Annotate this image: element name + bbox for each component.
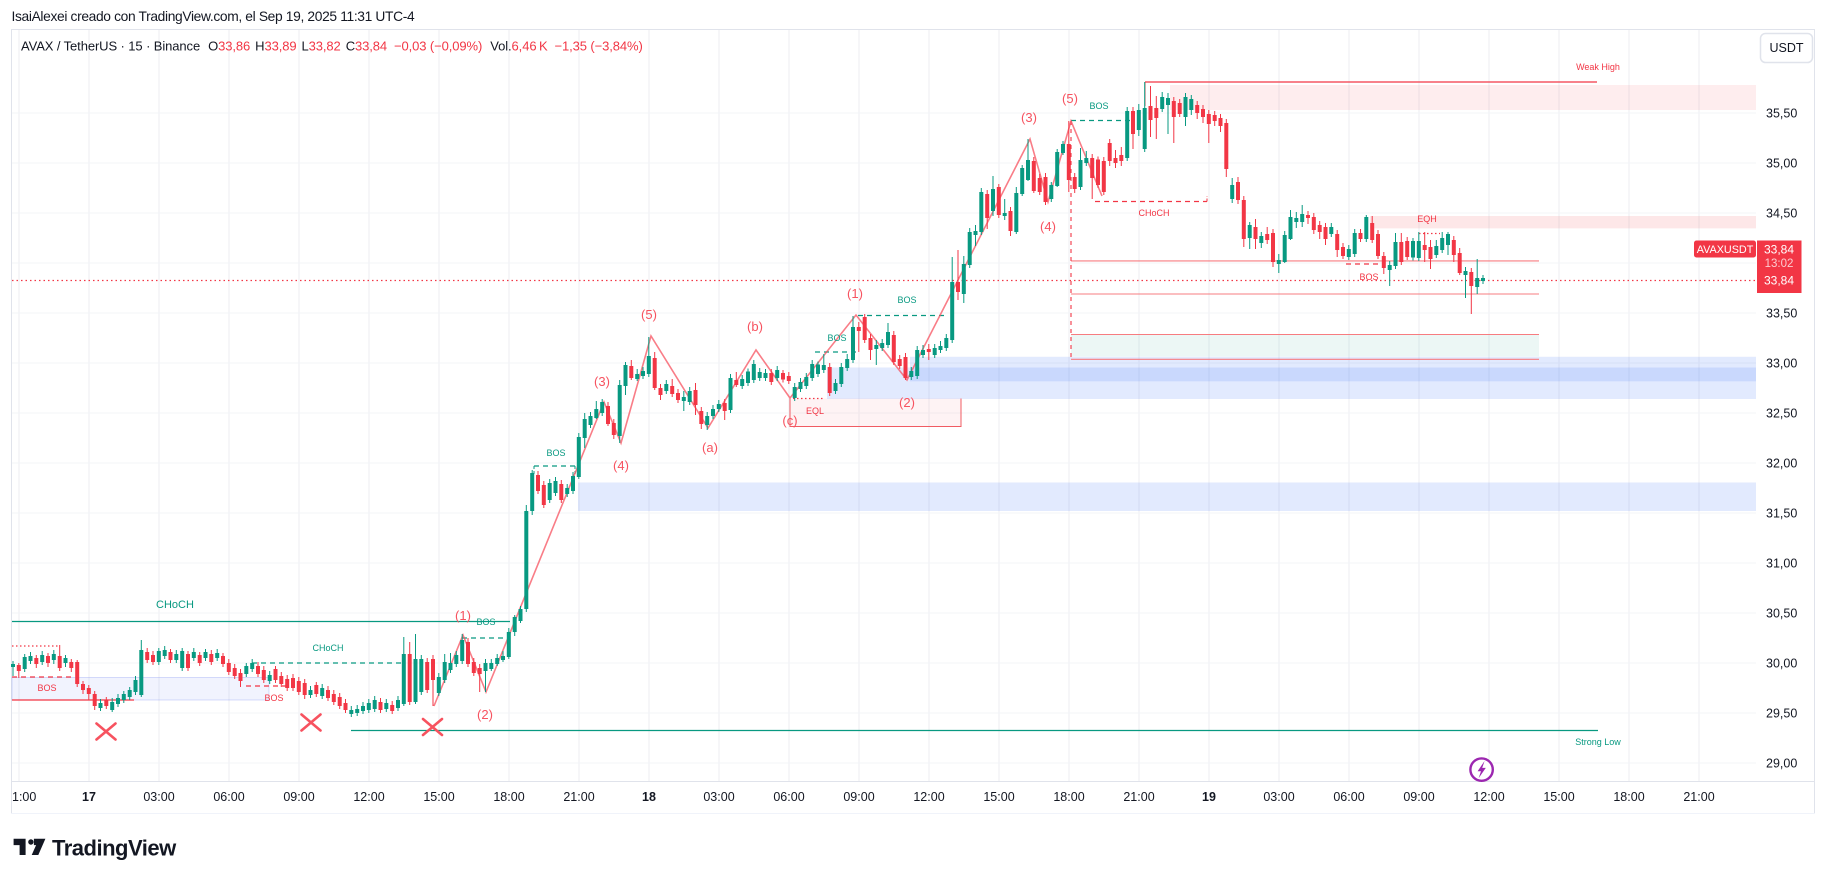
svg-text:TradingView: TradingView — [52, 836, 177, 861]
svg-text:(c): (c) — [782, 413, 797, 428]
svg-text:EQH: EQH — [1417, 214, 1437, 224]
svg-text:BOS: BOS — [264, 693, 283, 703]
svg-text:33,00: 33,00 — [1766, 357, 1797, 371]
svg-text:CHoCH: CHoCH — [156, 599, 194, 611]
svg-text:15:00: 15:00 — [1543, 790, 1574, 804]
svg-text:(3): (3) — [594, 374, 610, 389]
svg-text:IsaiAlexei creado con TradingV: IsaiAlexei creado con TradingView.com, e… — [12, 9, 415, 24]
svg-text:12:00: 12:00 — [913, 790, 944, 804]
svg-text:17: 17 — [82, 790, 96, 804]
svg-text:(a): (a) — [702, 440, 718, 455]
svg-text:21:00: 21:00 — [563, 790, 594, 804]
svg-text:15:00: 15:00 — [983, 790, 1014, 804]
svg-text:Weak High: Weak High — [1576, 62, 1620, 72]
svg-text:03:00: 03:00 — [143, 790, 174, 804]
svg-text:(2): (2) — [477, 707, 493, 722]
svg-text:(5): (5) — [1062, 91, 1078, 106]
svg-text:BOS: BOS — [897, 295, 916, 305]
svg-text:(4): (4) — [1040, 219, 1056, 234]
svg-text:33,84: 33,84 — [1764, 243, 1794, 257]
svg-text:33,50: 33,50 — [1766, 307, 1797, 321]
svg-text:09:00: 09:00 — [283, 790, 314, 804]
svg-text:30,00: 30,00 — [1766, 657, 1797, 671]
svg-text:(2): (2) — [899, 395, 915, 410]
svg-text:32,00: 32,00 — [1766, 457, 1797, 471]
svg-text:CHoCH: CHoCH — [1138, 208, 1169, 218]
svg-text:BOS: BOS — [476, 617, 495, 627]
svg-text:32,50: 32,50 — [1766, 407, 1797, 421]
svg-text:30,50: 30,50 — [1766, 607, 1797, 621]
svg-text:12:00: 12:00 — [1473, 790, 1504, 804]
svg-text:06:00: 06:00 — [773, 790, 804, 804]
svg-text:(1): (1) — [847, 286, 863, 301]
svg-text:13:02: 13:02 — [1765, 258, 1794, 270]
svg-text:35,00: 35,00 — [1766, 157, 1797, 171]
svg-text:21:00: 21:00 — [1123, 790, 1154, 804]
svg-text:21:00: 21:00 — [1683, 790, 1714, 804]
svg-text:18:00: 18:00 — [1053, 790, 1084, 804]
svg-text:AVAX / TetherUS · 15 · Binance: AVAX / TetherUS · 15 · Binance O33,86 H33,… — [21, 39, 643, 54]
svg-text:31,50: 31,50 — [1766, 507, 1797, 521]
svg-text:CHoCH: CHoCH — [312, 643, 343, 653]
svg-text:31,00: 31,00 — [1766, 557, 1797, 571]
svg-text:BOS: BOS — [1089, 101, 1108, 111]
svg-text:BOS: BOS — [37, 683, 56, 693]
svg-text:EQL: EQL — [806, 406, 824, 416]
svg-text:(5): (5) — [641, 307, 657, 322]
svg-text:09:00: 09:00 — [1403, 790, 1434, 804]
svg-text:35,50: 35,50 — [1766, 107, 1797, 121]
svg-text:12:00: 12:00 — [353, 790, 384, 804]
svg-text:BOS: BOS — [827, 333, 846, 343]
svg-text:18:00: 18:00 — [493, 790, 524, 804]
svg-text:29,50: 29,50 — [1766, 707, 1797, 721]
svg-text:15:00: 15:00 — [423, 790, 454, 804]
svg-text:18:00: 18:00 — [1613, 790, 1644, 804]
svg-text:AVAXUSDT: AVAXUSDT — [1697, 244, 1754, 256]
svg-text:(1): (1) — [455, 608, 471, 623]
svg-text:(4): (4) — [613, 458, 629, 473]
svg-text:34,50: 34,50 — [1766, 207, 1797, 221]
svg-text:18: 18 — [642, 790, 656, 804]
svg-text:BOS: BOS — [1359, 272, 1378, 282]
svg-text:06:00: 06:00 — [213, 790, 244, 804]
svg-text:USDT: USDT — [1769, 41, 1803, 55]
svg-text:03:00: 03:00 — [703, 790, 734, 804]
svg-text:03:00: 03:00 — [1263, 790, 1294, 804]
svg-text:Strong Low: Strong Low — [1575, 737, 1621, 747]
svg-text:06:00: 06:00 — [1333, 790, 1364, 804]
svg-text:33,84: 33,84 — [1764, 274, 1794, 288]
svg-text:(3): (3) — [1021, 110, 1037, 125]
svg-text:(b): (b) — [747, 319, 763, 334]
svg-text:1:00: 1:00 — [12, 790, 36, 804]
svg-text:BOS: BOS — [546, 448, 565, 458]
svg-text:09:00: 09:00 — [843, 790, 874, 804]
svg-text:29,00: 29,00 — [1766, 757, 1797, 771]
svg-text:19: 19 — [1202, 790, 1216, 804]
